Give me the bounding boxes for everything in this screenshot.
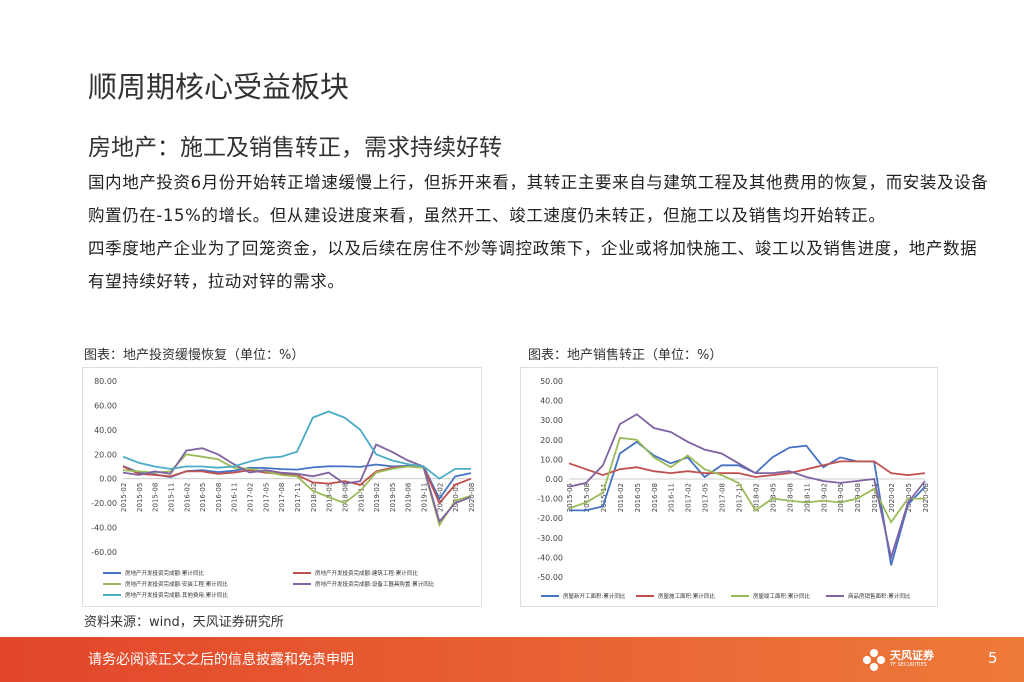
series-line	[122, 410, 471, 480]
chart-caption: 图表：地产销售转正（单位：%）	[528, 348, 723, 363]
x-tick-label: 2020-08	[468, 483, 476, 512]
y-tick-label: 0.00	[99, 475, 117, 484]
legend-label: 房地产开发投资完成额:安装工程:累计同比	[125, 580, 228, 588]
y-tick-label: -40.00	[91, 524, 117, 533]
x-tick-label: 2015-11	[600, 483, 608, 512]
y-tick-label: 50.00	[540, 377, 563, 386]
series-line	[122, 453, 472, 528]
y-tick-label: -20.00	[537, 514, 563, 523]
x-tick-label: 2018-08	[341, 483, 349, 512]
x-tick-label: 2019-05	[837, 483, 845, 512]
y-tick-label: -10.00	[537, 495, 563, 504]
x-tick-label: 2018-11	[803, 483, 811, 512]
chart-caption: 图表：地产投资缓慢恢复（单位：%）	[84, 348, 305, 363]
series-line	[568, 460, 926, 478]
x-tick-label: 2016-02	[183, 483, 191, 512]
x-tick-label: 2020-05	[905, 483, 913, 512]
slide-subtitle: 房地产：施工及销售转正，需求持续好转	[88, 135, 502, 161]
paragraph: 国内地产投资6月份开始转正增速缓慢上行，但拆开来看，其转正主要来自与建筑工程及其…	[88, 173, 989, 225]
x-tick-label: 2017-08	[719, 483, 727, 512]
x-tick-label: 2018-02	[752, 483, 760, 512]
legend-label: 房地产开发投资完成额:其他费用:累计同比	[125, 591, 228, 599]
x-tick-label: 2016-08	[215, 483, 223, 512]
chart-frame: 50.00 40.00 30.00 20.00 10.00 0.00 -10.00 -20.0…	[520, 367, 938, 607]
y-tick-label: -30.00	[537, 534, 563, 543]
legend-label: 商品房销售面积:累计同比	[848, 592, 911, 600]
x-tick-label: 2015-02	[120, 483, 128, 512]
x-tick-label: 2018-02	[310, 483, 318, 512]
x-tick-label: 2019-11	[421, 483, 429, 512]
y-tick-label: -40.00	[537, 553, 563, 562]
y-tick-label: 10.00	[540, 455, 563, 464]
legend-label: 房地产开发投资完成额:累计同比	[125, 569, 204, 577]
legend-label: 房地产开发投资完成额:建筑工程:累计同比	[315, 569, 418, 577]
x-tick-label: 2020-08	[922, 483, 930, 512]
y-tick-label: 30.00	[540, 416, 563, 425]
x-tick-label: 2017-05	[262, 483, 270, 512]
chart-frame: 80.00 60.00 40.00 20.00 0.00 -20.00 -40.00 -60.…	[82, 367, 482, 607]
y-tick-label: -50.00	[537, 573, 563, 582]
x-tick-label: 2019-08	[405, 483, 413, 512]
series-line	[122, 443, 472, 524]
x-tick-label: 2017-11	[294, 483, 302, 512]
x-tick-label: 2019-02	[820, 483, 828, 512]
x-tick-label: 2016-05	[199, 483, 207, 512]
x-tick-label: 2015-05	[566, 483, 574, 512]
x-tick-label: 2018-11	[357, 483, 365, 512]
x-tick-label: 2016-08	[651, 483, 659, 512]
x-tick-label: 2020-05	[452, 483, 460, 512]
y-tick-label: -60.00	[91, 548, 117, 557]
x-tick-label: 2017-02	[685, 483, 693, 512]
legend-label: 房地产开发投资完成额:设备工器具购置:累计同比	[315, 580, 435, 588]
chart: 50.00 40.00 30.00 20.00 10.00 0.00 -10.00 -20.0…	[537, 377, 930, 600]
series-line	[568, 436, 925, 524]
y-tick-label: 80.00	[94, 377, 117, 386]
x-tick-label: 2018-05	[769, 483, 777, 512]
x-tick-label: 2016-05	[634, 483, 642, 512]
x-tick-label: 2020-02	[888, 483, 896, 512]
x-tick-label: 2017-11	[736, 483, 744, 512]
disclaimer: 请务必阅读正文之后的信息披露和免责申明	[88, 652, 354, 668]
source-note: 资料来源：wind，天风证券研究所	[84, 615, 284, 630]
y-tick-label: 40.00	[540, 397, 563, 406]
x-tick-label: 2019-02	[373, 483, 381, 512]
page-number: 5	[988, 649, 998, 667]
legend-label: 房屋竣工面积:累计同比	[753, 592, 810, 600]
y-tick-label: 60.00	[94, 401, 117, 410]
y-tick-label: 40.00	[94, 426, 117, 435]
x-tick-label: 2019-11	[871, 483, 879, 512]
chart: 80.00 60.00 40.00 20.00 0.00 -20.00 -40.00 -60.…	[91, 377, 476, 599]
logo-icon	[863, 649, 885, 671]
x-tick-label: 2015-08	[152, 483, 160, 512]
x-tick-label: 2015-05	[136, 483, 144, 512]
x-tick-label: 2016-11	[231, 483, 239, 512]
legend-label: 房屋施工面积:累计同比	[658, 592, 715, 600]
y-tick-label: -20.00	[91, 499, 117, 508]
x-tick-label: 2015-11	[167, 483, 175, 512]
x-tick-label: 2017-05	[702, 483, 710, 512]
legend-label: 房屋新开工面积:累计同比	[563, 592, 626, 600]
paragraph: 四季度地产企业为了回笼资金，以及后续在房住不炒等调控政策下，企业或将加快施工、竣…	[88, 239, 978, 291]
body-text: 国内地产投资6月份开始转正增速缓慢上行，但拆开来看，其转正主要来自与建筑工程及其…	[88, 166, 993, 298]
y-tick-label: 20.00	[540, 436, 563, 445]
x-tick-label: 2017-08	[278, 483, 286, 512]
x-tick-label: 2019-05	[389, 483, 397, 512]
y-tick-label: 20.00	[94, 450, 117, 459]
y-tick-label: 0.00	[545, 475, 563, 484]
x-tick-label: 2016-11	[668, 483, 676, 512]
series-line	[568, 413, 926, 561]
x-tick-label: 2015-08	[583, 483, 591, 512]
x-tick-label: 2017-02	[247, 483, 255, 512]
logo-sub: TF SECURITIES	[890, 662, 927, 668]
x-tick-label: 2018-08	[786, 483, 794, 512]
slide-title: 顺周期核心受益板块	[88, 70, 350, 104]
logo-name: 天风证券	[890, 649, 934, 662]
x-tick-label: 2016-02	[617, 483, 625, 512]
footer-bar: 请务必阅读正文之后的信息披露和免责申明 天风证券 TF SECURITIES 5	[0, 637, 1024, 682]
